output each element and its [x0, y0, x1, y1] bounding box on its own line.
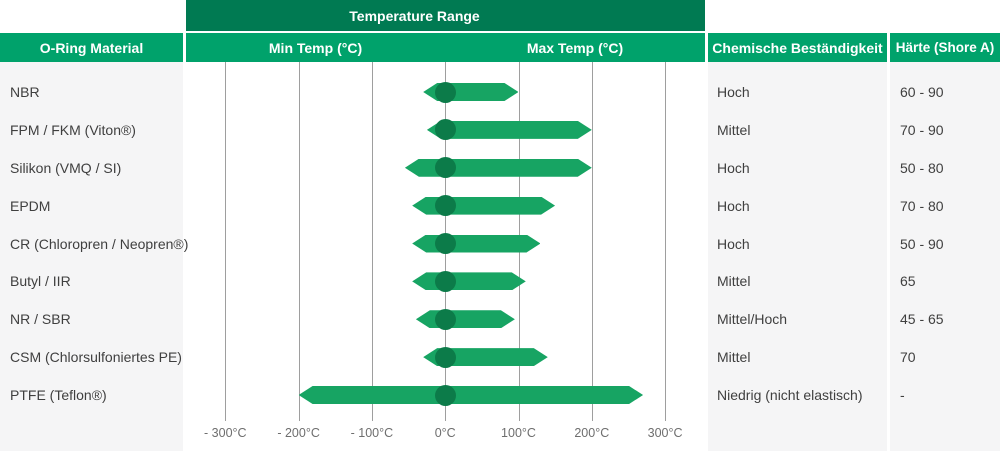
zero-degree-marker: [434, 308, 456, 330]
hardness-value: 70: [900, 349, 916, 366]
hardness-value: 65: [900, 273, 916, 290]
zero-degree-marker: [434, 233, 456, 254]
axis-tick-label: 100°C: [501, 426, 536, 440]
hardness-value: 70 - 80: [900, 197, 944, 214]
chem-resistance-value: Hoch: [717, 159, 750, 176]
material-label: PTFE (Teflon®): [10, 387, 107, 403]
material-label: Silikon (VMQ / SI): [10, 159, 122, 176]
column-header-chem: Chemische Beständigkeit: [708, 33, 887, 62]
column-header-material: O-Ring Material: [0, 33, 183, 62]
chem-resistance-value: Hoch: [717, 84, 750, 100]
gridline: [371, 62, 373, 421]
zero-degree-marker: [434, 346, 456, 368]
right-panel-background: [708, 62, 1000, 451]
chem-resistance-value: Mittel: [717, 349, 751, 366]
material-label: NR / SBR: [10, 311, 71, 328]
gridline: [665, 62, 667, 421]
axis-tick-label: - 300°C: [204, 426, 247, 440]
hardness-value: 60 - 90: [900, 84, 944, 100]
hardness-value: 70 - 90: [900, 121, 944, 138]
chem-resistance-value: Hoch: [717, 197, 750, 214]
hardness-value: 50 - 80: [900, 159, 944, 176]
temperature-range-bar: [416, 310, 515, 328]
zero-degree-marker: [434, 81, 456, 103]
material-column-background: [0, 62, 183, 451]
material-label: EPDM: [10, 197, 51, 214]
temperature-range-bar: [427, 121, 592, 139]
axis-tick-label: 300°C: [647, 426, 683, 440]
material-label: CR (Chloropren / Neopren®): [10, 235, 189, 252]
column-header-haerte: Härte (Shore A): [890, 33, 1000, 62]
material-label: CSM (Chlorsulfoniertes PE): [10, 349, 182, 366]
zero-degree-marker: [434, 384, 456, 406]
temperature-range-banner: Temperature Range: [186, 0, 705, 31]
temperature-range-bar: [412, 197, 555, 215]
zero-degree-marker: [434, 195, 456, 217]
hardness-value: -: [900, 387, 905, 403]
column-header-max-temp: Max Temp (°C): [526, 39, 624, 56]
chem-resistance-value: Mittel: [717, 273, 751, 290]
column-header-min-temp: Min Temp (°C): [268, 39, 363, 56]
zero-degree-marker: [434, 270, 456, 292]
material-label: Butyl / IIR: [10, 273, 71, 290]
temperature-range-bar: [412, 272, 526, 290]
chem-resistance-value: Mittel/Hoch: [717, 311, 788, 328]
axis-tick-label: - 200°C: [277, 426, 320, 440]
material-label: FPM / FKM (Viton®): [10, 121, 136, 138]
axis-tick-label: 0°C: [434, 426, 456, 440]
axis-tick-label: 200°C: [574, 426, 610, 440]
hardness-value: 45 - 65: [900, 311, 944, 328]
temperature-range-bar: [405, 159, 592, 177]
gridline: [591, 62, 593, 421]
chem-resistance-value: Niedrig (nicht elastisch): [717, 387, 863, 403]
zero-degree-marker: [434, 157, 456, 179]
hardness-value: 50 - 90: [900, 235, 944, 252]
axis-tick-label: - 100°C: [350, 426, 394, 440]
column-divider: [887, 62, 890, 451]
temperature-range-bar: [299, 386, 644, 404]
gridline: [225, 62, 227, 421]
chem-resistance-value: Mittel: [717, 121, 751, 138]
chem-resistance-value: Hoch: [717, 235, 750, 252]
zero-degree-marker: [434, 119, 456, 141]
material-label: NBR: [10, 84, 40, 100]
column-header-temp: Min Temp (°C) Max Temp (°C): [186, 33, 705, 62]
gridline: [298, 62, 300, 421]
banner-title: Temperature Range: [349, 7, 480, 24]
temperature-range-bar: [412, 235, 540, 253]
